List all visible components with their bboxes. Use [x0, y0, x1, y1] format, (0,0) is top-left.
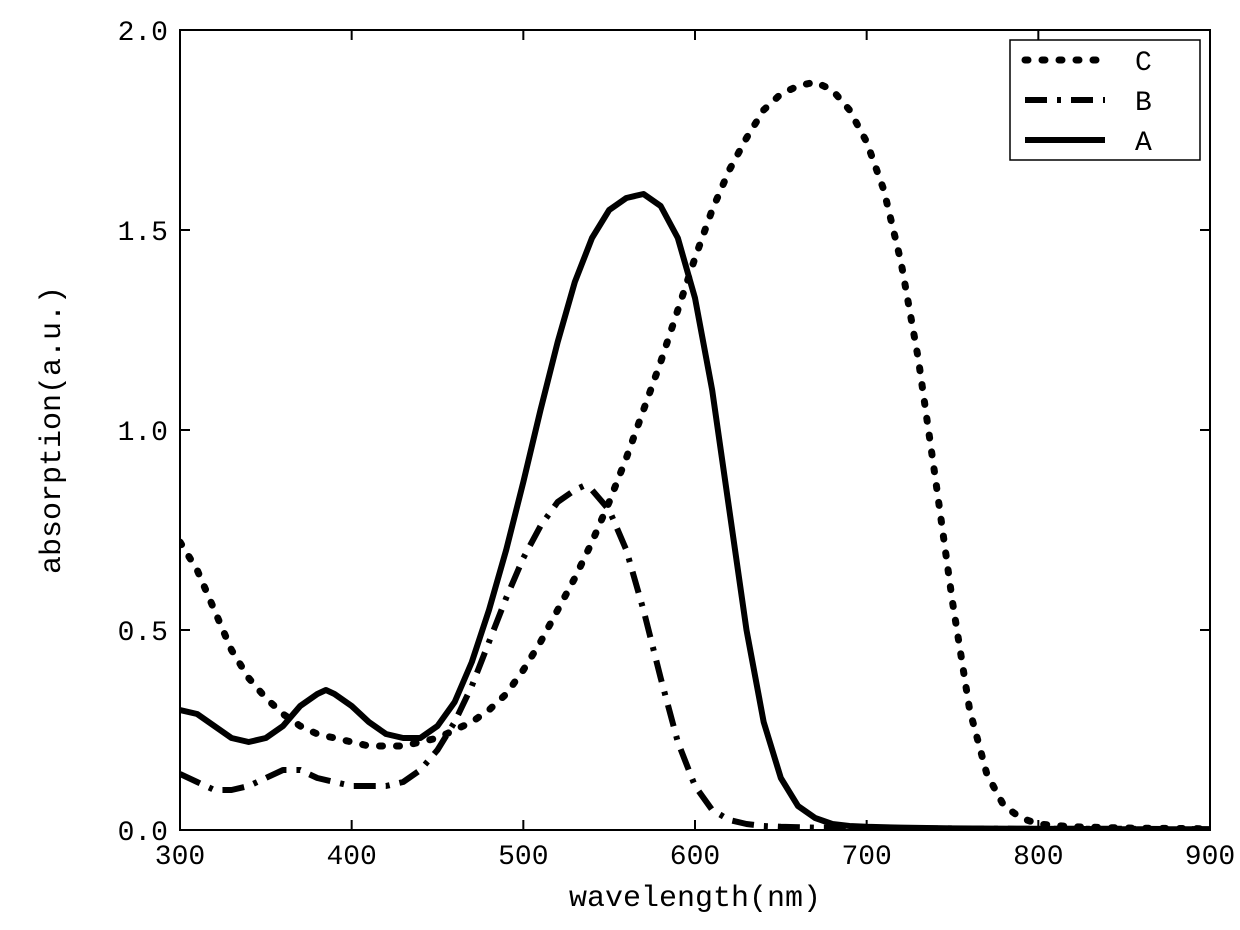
x-tick-label: 600 [670, 842, 720, 873]
legend-label-A: A [1135, 128, 1152, 159]
y-axis-label: absorption(a.u.) [36, 286, 70, 574]
y-tick-label: 0.5 [118, 618, 168, 649]
y-tick-label: 1.0 [118, 418, 168, 449]
x-tick-label: 400 [326, 842, 376, 873]
absorption-spectrum-chart: 3004005006007008009000.00.51.01.52.0wave… [0, 0, 1240, 930]
x-tick-label: 500 [498, 842, 548, 873]
x-tick-label: 900 [1185, 842, 1235, 873]
legend-label-C: C [1135, 48, 1152, 79]
x-axis-label: wavelength(nm) [569, 882, 821, 916]
legend-label-B: B [1135, 88, 1152, 119]
x-tick-label: 800 [1013, 842, 1063, 873]
chart-container: 3004005006007008009000.00.51.01.52.0wave… [0, 0, 1240, 930]
x-tick-label: 700 [841, 842, 891, 873]
y-tick-label: 2.0 [118, 18, 168, 49]
y-tick-label: 1.5 [118, 218, 168, 249]
y-tick-label: 0.0 [118, 818, 168, 849]
